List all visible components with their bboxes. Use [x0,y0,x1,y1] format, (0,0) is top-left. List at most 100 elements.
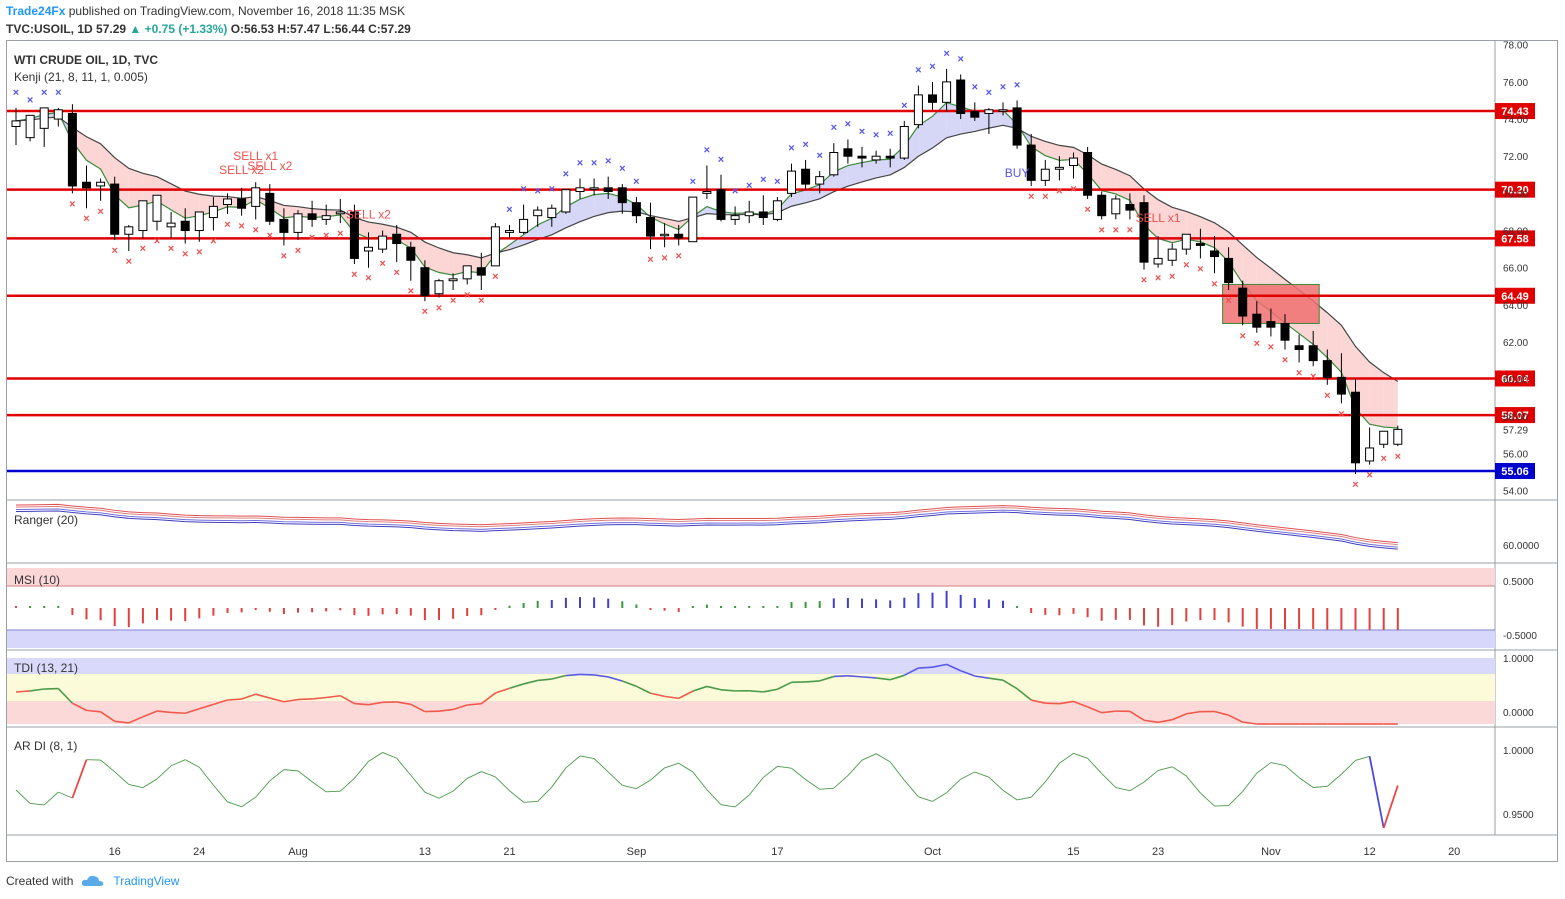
candle [885,155,895,159]
msi-bar [1030,608,1033,613]
date-tick: Oct [924,846,941,858]
ardi-line [1017,796,1032,801]
date-tick: 23 [1152,846,1164,858]
tdi-line [1031,699,1046,704]
candle [124,226,134,235]
cloud-segment [819,171,834,199]
sell-mark: × [379,258,385,270]
sell-mark: × [1155,273,1161,285]
candle [857,155,867,159]
ardi-line [819,787,834,790]
candle [448,278,458,282]
signal-label: SELL x2 [346,207,391,221]
msi-bar [1269,608,1272,629]
candle [787,170,796,194]
chart-frame[interactable] [6,40,1558,862]
signal-label: SELL x2 [219,163,264,177]
ardi-line [1157,766,1173,771]
sell-mark: × [126,256,132,268]
sell-mark: × [154,236,160,248]
sell-mark: × [1239,330,1245,342]
ardi-line [354,761,369,779]
cloud-segment [1031,136,1046,156]
msi-bar [649,608,652,610]
level-tag [1495,370,1535,387]
tdi-line [1157,718,1173,724]
cloud-segment [594,193,609,217]
buy-mark: × [41,87,47,99]
sell-mark: × [1310,371,1316,383]
candle [96,181,106,187]
msi-bar [832,598,835,608]
cloud-segment [1115,169,1130,201]
tdi-line [1143,719,1159,724]
msi-bar [212,608,215,616]
tdi-line [1242,721,1257,725]
ardi-line [1313,785,1328,788]
cloud-segment [847,162,862,187]
sell-mark: × [393,267,399,279]
symbol-line: TVC:USOIL, 1D 57.29 ▲ +0.75 (+1.33%) O:5… [6,22,411,36]
buy-mark: × [690,176,696,188]
cloud-segment [523,224,538,245]
candle [519,218,529,233]
buy-mark: × [534,185,540,197]
cloud-segment [1200,216,1215,248]
ardi-line [664,762,679,769]
msi-bar [99,608,102,621]
candle [589,187,599,190]
candle [561,189,571,213]
tdi-line [523,679,538,685]
msi-bar [282,608,285,615]
cloud-segment [128,168,143,208]
tdi-line [678,690,694,700]
cloud-segment [1341,325,1356,409]
buy-mark: × [27,94,33,106]
sell-mark: × [1366,470,1372,482]
msi-bar [748,606,751,608]
tdi-line [805,680,820,683]
ardi-line [467,771,482,779]
ardi-line [1171,766,1187,777]
level-label: 64.49 [1501,291,1529,303]
ardi-line [805,779,820,790]
msi-bar [57,605,60,608]
ardi-line [1002,789,1018,801]
msi-bar [1157,608,1160,627]
msi-bar [184,608,187,622]
candle [575,187,585,193]
sell-mark: × [365,273,371,285]
ardi-line [198,766,214,786]
tdi-line [622,680,637,688]
candle [39,107,49,129]
tdi-line [156,710,172,714]
candle [1351,391,1360,464]
ardi-line [706,789,722,806]
tdi-line [565,673,581,677]
sell-mark: × [1380,453,1386,465]
tdi-line [974,675,990,680]
msi-bar [861,598,863,608]
date-tick: 21 [503,846,515,858]
indicator-panes [7,503,1495,829]
level-label: 55.06 [1501,466,1529,478]
candle [688,196,698,243]
buy-mark: × [13,87,19,99]
ardi-line [720,804,736,808]
ardi-line [903,779,919,798]
buy-mark: × [929,61,935,73]
msi-bar [536,600,539,608]
sell-mark: × [436,302,442,314]
level-tag [1495,181,1535,198]
ardi-line [452,778,468,792]
tradingview-link[interactable]: TradingView [113,874,180,888]
msi-bar [1143,608,1145,626]
kenji-slow-line [15,116,1399,382]
candle [349,211,359,259]
publisher-name[interactable]: Trade24Fx [6,4,66,18]
candle [208,205,218,219]
ardi-line [946,778,962,794]
ranger-tick: 60.0000 [1503,541,1540,552]
ardi-line [382,752,397,759]
